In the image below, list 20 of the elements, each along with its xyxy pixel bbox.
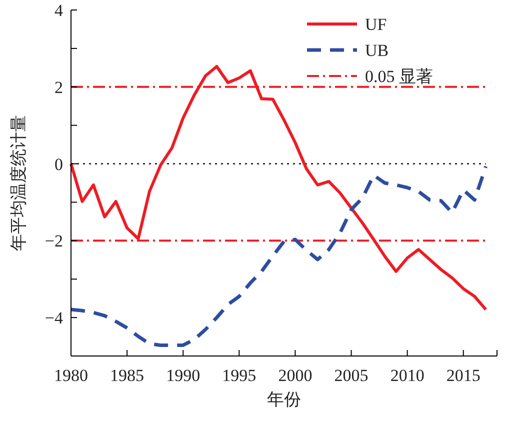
x-tick-label: 2000 [278,366,312,385]
y-tick-label: 4 [54,1,64,20]
y-tick-label: −2 [44,232,63,251]
x-tick-label: 2015 [446,366,480,385]
x-tick-label: 1980 [54,366,88,385]
x-tick-label: 2010 [390,366,424,385]
y-tick-label: 2 [54,78,63,97]
y-tick-label: 0 [54,154,63,174]
x-axis-title: 年份 [267,390,301,409]
line-series [69,164,488,347]
line-series [70,65,488,311]
x-tick-label: 1995 [222,366,256,385]
x-tick-label: 1990 [166,366,200,385]
x-tick-label: 2005 [334,366,368,385]
x-tick-label: 1985 [110,366,144,385]
legend-label: UB [365,41,389,60]
y-tick-label: −4 [44,308,64,328]
ref-line-label: 0.05 显著 [365,67,433,86]
legend-label: UF [365,15,387,34]
y-axis-title: 年平均温度统计量 [9,115,28,251]
